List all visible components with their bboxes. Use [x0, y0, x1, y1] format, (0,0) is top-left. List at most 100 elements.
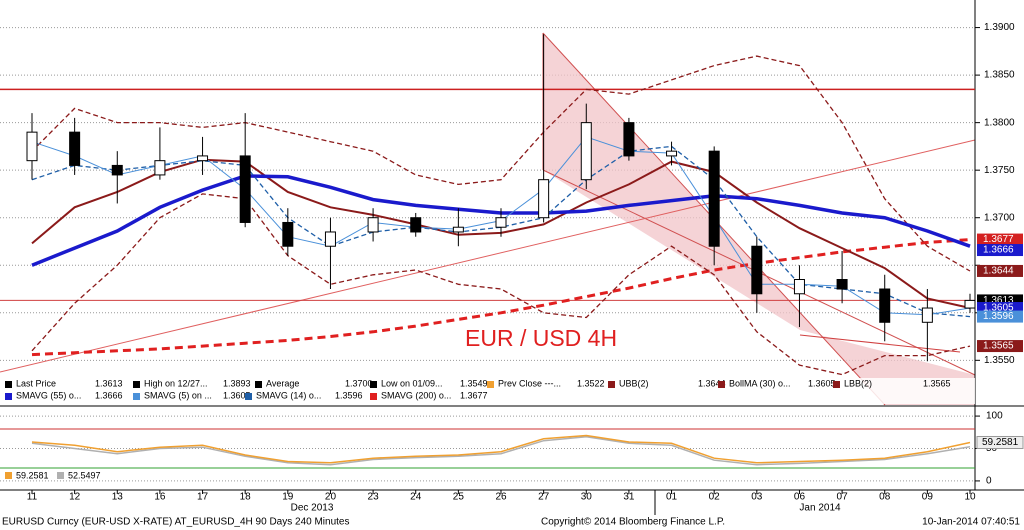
legend-swatch — [133, 393, 140, 400]
legend-value: 1.3677 — [460, 390, 488, 400]
price-tag-label: 1.3644 — [983, 266, 1014, 277]
legend-name: 52.5497 — [68, 470, 101, 480]
y-tick-label: 1.3800 — [984, 117, 1015, 128]
x-tick-label: 12 — [69, 492, 81, 503]
candle-body — [836, 279, 848, 290]
legend-value: 1.3644 — [698, 378, 726, 388]
legend-name: SMAVG (5) on ... — [144, 390, 212, 400]
x-tick-label: 16 — [154, 492, 166, 503]
price-tag-label: 59.2581 — [982, 437, 1019, 448]
legend-value: 1.3596 — [335, 390, 363, 400]
line-series — [31, 193, 971, 376]
candle-body — [495, 217, 507, 228]
legend-swatch — [5, 393, 12, 400]
price-tag-label: 1.3613 — [983, 295, 1014, 306]
y-tick-label: 1.3750 — [984, 165, 1015, 176]
x-tick-label: 24 — [410, 492, 422, 503]
y-tick-label: 1.3700 — [984, 212, 1015, 223]
footer-center: Copyright© 2014 Bloomberg Finance L.P. — [541, 517, 725, 528]
price-tag — [977, 233, 1023, 246]
legend-swatch — [133, 381, 140, 388]
price-tag-label: 1.3605 — [983, 303, 1014, 314]
legend-swatch — [57, 472, 64, 479]
candle-body — [367, 217, 379, 233]
x-tick-label: 09 — [922, 492, 934, 503]
y-tick-label: 1.3550 — [984, 355, 1015, 366]
candle-body — [69, 131, 81, 166]
osc-line — [31, 436, 971, 466]
x-tick-label: 02 — [709, 492, 721, 503]
legend-value: 1.3666 — [95, 390, 123, 400]
candle-body — [666, 150, 678, 157]
legend-swatch — [608, 381, 615, 388]
price-tag-label: 1.3677 — [983, 234, 1014, 245]
candle-body — [111, 164, 123, 176]
footer-left: EURUSD Curncy (EUR-USD X-RATE) AT_EURUSD… — [2, 517, 350, 528]
legend-value: 1.3700 — [345, 378, 373, 388]
legend-swatch — [245, 393, 252, 400]
legend-value: 1.3893 — [223, 378, 251, 388]
legend-value: 1.3565 — [923, 378, 951, 388]
legend-swatch — [370, 381, 377, 388]
candle-body — [452, 226, 464, 233]
legend-value: 1.3605 — [223, 390, 251, 400]
legend-name: BollMA (30) o... — [729, 378, 791, 388]
price-tag-label: 1.3596 — [983, 311, 1014, 322]
legend-swatch — [5, 472, 12, 479]
legend-value: 1.3613 — [95, 378, 123, 388]
legend-name: Prev Close ---... — [498, 378, 561, 388]
legend-swatch — [833, 381, 840, 388]
legend-swatch — [370, 393, 377, 400]
legend-swatch — [255, 381, 262, 388]
x-tick-label: 03 — [751, 492, 763, 503]
candle-body — [623, 122, 635, 157]
candle-body — [580, 122, 592, 181]
legend-name: SMAVG (200) o... — [381, 390, 451, 400]
price-tag-label: 1.3666 — [983, 245, 1014, 256]
line-series — [31, 55, 971, 272]
y-tick-label: 100 — [986, 411, 1003, 422]
x-tick-label: 26 — [495, 492, 507, 503]
legend-name: High on 12/27... — [144, 378, 208, 388]
candle-body — [879, 288, 891, 323]
price-tag — [977, 310, 1023, 323]
candle-body — [964, 299, 976, 309]
price-tag — [977, 264, 1023, 277]
month-label: Jan 2014 — [799, 503, 841, 514]
candle-body — [921, 307, 933, 323]
legend-name: SMAVG (14) o... — [256, 390, 321, 400]
y-tick-label: 0 — [986, 476, 992, 487]
osc-line — [31, 434, 971, 464]
candle-body — [708, 150, 720, 247]
trendline — [799, 334, 961, 353]
candle-body — [26, 131, 38, 162]
x-tick-label: 31 — [623, 492, 635, 503]
x-tick-label: 07 — [837, 492, 849, 503]
candle-body — [324, 231, 336, 247]
y-tick-label: 1.3850 — [984, 70, 1015, 81]
candle-body — [239, 155, 251, 223]
legend-name: Last Price — [16, 378, 56, 388]
candle-body — [410, 217, 422, 233]
price-tag — [977, 244, 1023, 257]
trendline — [0, 139, 976, 373]
annotation: EUR / USD 4H — [465, 325, 617, 351]
legend-value: 1.3605 — [808, 378, 836, 388]
candle-body — [282, 221, 294, 247]
x-tick-label: 11 — [27, 492, 38, 503]
legend-value: 1.3522 — [577, 378, 605, 388]
candle-body — [154, 160, 166, 176]
x-tick-label: 17 — [197, 492, 209, 503]
legend-swatch — [487, 381, 494, 388]
x-tick-label: 30 — [581, 492, 593, 503]
legend-name: Average — [266, 378, 299, 388]
candle-body — [751, 245, 763, 295]
x-tick-label: 25 — [453, 492, 465, 503]
price-tag-label: 1.3565 — [983, 341, 1014, 352]
x-tick-label: 06 — [794, 492, 806, 503]
x-tick-label: 20 — [325, 492, 337, 503]
legend-name: 59.2581 — [16, 470, 49, 480]
x-tick-label: 23 — [368, 492, 380, 503]
month-label: Dec 2013 — [291, 503, 334, 514]
